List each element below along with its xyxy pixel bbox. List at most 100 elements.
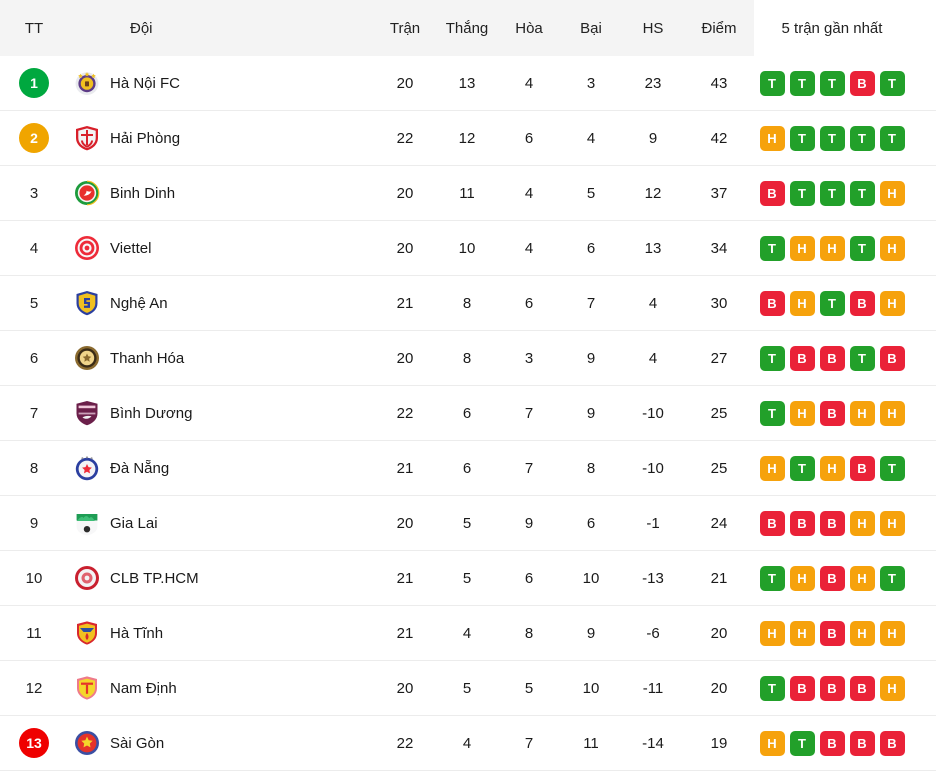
form-chip-loss[interactable]: B	[849, 455, 875, 481]
form-chip-draw[interactable]: H	[819, 235, 845, 261]
table-row[interactable]: 12 Nam Định 20 5 5 10 -11 20 T B B B H	[0, 661, 936, 716]
form-chip-loss[interactable]: B	[819, 345, 845, 371]
team-cell[interactable]: Thanh Hóa	[64, 345, 374, 371]
form-chip-loss[interactable]: B	[759, 510, 785, 536]
form-chip-win[interactable]: T	[849, 125, 875, 151]
form-chip-draw[interactable]: H	[789, 290, 815, 316]
form-chip-win[interactable]: T	[819, 125, 845, 151]
column-header-drawn[interactable]: Hòa	[515, 19, 543, 37]
form-chip-loss[interactable]: B	[819, 675, 845, 701]
column-header-team[interactable]: Đội	[130, 19, 153, 37]
team-cell[interactable]: Đà Nẵng	[64, 455, 374, 481]
column-header-won[interactable]: Thắng	[445, 19, 489, 37]
form-chip-loss[interactable]: B	[849, 70, 875, 96]
form-chip-draw[interactable]: H	[759, 125, 785, 151]
form-chip-draw[interactable]: H	[819, 455, 845, 481]
form-chip-draw[interactable]: H	[759, 620, 785, 646]
form-chip-win[interactable]: T	[819, 290, 845, 316]
form-chip-win[interactable]: T	[849, 345, 875, 371]
team-cell[interactable]: Hà Tĩnh	[64, 620, 374, 646]
form-chip-draw[interactable]: H	[879, 180, 905, 206]
form-chip-win[interactable]: T	[819, 180, 845, 206]
table-row[interactable]: 1 Hà Nội FC 20 13 4 3 23 43 T T T B T	[0, 56, 936, 111]
form-chip-draw[interactable]: H	[849, 565, 875, 591]
form-chip-win[interactable]: T	[879, 455, 905, 481]
form-chip-win[interactable]: T	[819, 70, 845, 96]
gia-lai-logo	[74, 510, 100, 536]
table-row[interactable]: 5 Nghệ An 21 8 6 7 4 30 B H T B H	[0, 276, 936, 331]
form-chip-win[interactable]: T	[789, 730, 815, 756]
form-chip-draw[interactable]: H	[879, 675, 905, 701]
form-chip-draw[interactable]: H	[789, 565, 815, 591]
form-chip-loss[interactable]: B	[849, 675, 875, 701]
form-chip-loss[interactable]: B	[879, 345, 905, 371]
form-chip-draw[interactable]: H	[789, 620, 815, 646]
team-cell[interactable]: Nam Định	[64, 675, 374, 701]
form-chip-draw[interactable]: H	[789, 400, 815, 426]
form-chip-draw[interactable]: H	[759, 730, 785, 756]
form-chip-loss[interactable]: B	[849, 730, 875, 756]
form-chip-draw[interactable]: H	[759, 455, 785, 481]
form-chip-win[interactable]: T	[789, 70, 815, 96]
team-cell[interactable]: Sài Gòn	[64, 730, 374, 756]
form-chip-draw[interactable]: H	[879, 290, 905, 316]
form-chip-draw[interactable]: H	[849, 400, 875, 426]
form-chip-loss[interactable]: B	[849, 290, 875, 316]
form-chip-loss[interactable]: B	[819, 730, 845, 756]
table-row[interactable]: 10 CLB TP.HCM 21 5 6 10 -13 21 T H B H T	[0, 551, 936, 606]
form-chip-win[interactable]: T	[759, 400, 785, 426]
table-row[interactable]: 3 Binh Dinh 20 11 4 5 12 37 B T T T H	[0, 166, 936, 221]
form-chip-win[interactable]: T	[759, 345, 785, 371]
form-chip-win[interactable]: T	[879, 70, 905, 96]
form-chip-draw[interactable]: H	[879, 510, 905, 536]
team-cell[interactable]: Hà Nội FC	[64, 70, 374, 96]
form-chip-loss[interactable]: B	[759, 290, 785, 316]
column-header-rank[interactable]: TT	[24, 19, 44, 37]
form-chip-win[interactable]: T	[759, 235, 785, 261]
form-chip-win[interactable]: T	[789, 455, 815, 481]
form-chip-loss[interactable]: B	[819, 400, 845, 426]
form-chip-win[interactable]: T	[849, 180, 875, 206]
table-row[interactable]: 6 Thanh Hóa 20 8 3 9 4 27 T B B T B	[0, 331, 936, 386]
form-chip-draw[interactable]: H	[879, 400, 905, 426]
form-chip-draw[interactable]: H	[849, 620, 875, 646]
table-row[interactable]: 7 Bình Dương 22 6 7 9 -10 25 T H B H H	[0, 386, 936, 441]
column-header-goal-diff[interactable]: HS	[642, 19, 664, 37]
team-cell[interactable]: CLB TP.HCM	[64, 565, 374, 591]
team-cell[interactable]: Gia Lai	[64, 510, 374, 536]
column-header-played[interactable]: Trận	[389, 19, 421, 37]
form-chip-win[interactable]: T	[789, 180, 815, 206]
table-row[interactable]: 2 Hải Phòng 22 12 6 4 9 42 H T T T T	[0, 111, 936, 166]
table-row[interactable]: 4 Viettel 20 10 4 6 13 34 T H H T H	[0, 221, 936, 276]
form-chip-draw[interactable]: H	[789, 235, 815, 261]
team-cell[interactable]: Bình Dương	[64, 400, 374, 426]
team-cell[interactable]: Nghệ An	[64, 290, 374, 316]
form-chip-loss[interactable]: B	[819, 565, 845, 591]
team-cell[interactable]: Hải Phòng	[64, 125, 374, 151]
form-chip-loss[interactable]: B	[789, 345, 815, 371]
form-chip-win[interactable]: T	[759, 565, 785, 591]
table-row[interactable]: 9 Gia Lai 20 5 9 6 -1 24 B B B H H	[0, 496, 936, 551]
form-chip-draw[interactable]: H	[879, 235, 905, 261]
column-header-points[interactable]: Điểm	[701, 19, 737, 37]
column-header-lost[interactable]: Bại	[580, 19, 602, 37]
team-cell[interactable]: Viettel	[64, 235, 374, 261]
table-row[interactable]: 8 Đà Nẵng 21 6 7 8 -10 25 H T H B T	[0, 441, 936, 496]
table-row[interactable]: 11 Hà Tĩnh 21 4 8 9 -6 20 H H B H H	[0, 606, 936, 661]
form-chip-loss[interactable]: B	[789, 675, 815, 701]
form-chip-win[interactable]: T	[849, 235, 875, 261]
form-chip-win[interactable]: T	[759, 675, 785, 701]
form-chip-loss[interactable]: B	[879, 730, 905, 756]
form-chip-win[interactable]: T	[759, 70, 785, 96]
form-chip-win[interactable]: T	[879, 565, 905, 591]
table-row[interactable]: 13 Sài Gòn 22 4 7 11 -14 19 H T B B B	[0, 716, 936, 771]
form-chip-win[interactable]: T	[789, 125, 815, 151]
form-chip-draw[interactable]: H	[849, 510, 875, 536]
form-chip-loss[interactable]: B	[789, 510, 815, 536]
form-chip-draw[interactable]: H	[879, 620, 905, 646]
team-cell[interactable]: Binh Dinh	[64, 180, 374, 206]
form-chip-loss[interactable]: B	[759, 180, 785, 206]
form-chip-loss[interactable]: B	[819, 510, 845, 536]
form-chip-win[interactable]: T	[879, 125, 905, 151]
form-chip-loss[interactable]: B	[819, 620, 845, 646]
